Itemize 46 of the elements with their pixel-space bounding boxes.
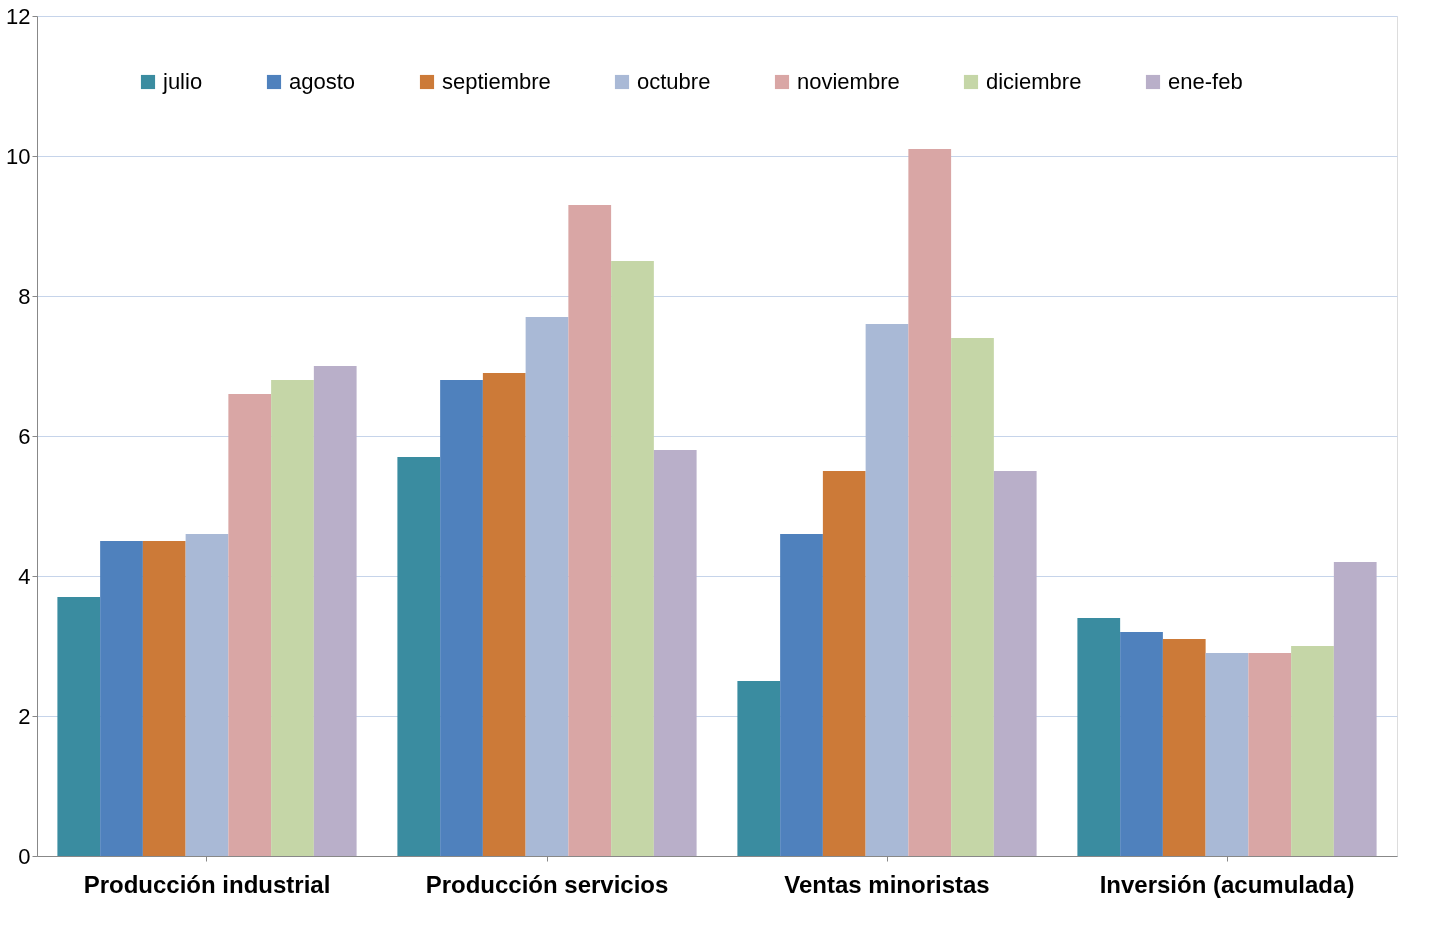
bar	[313, 366, 357, 856]
bar	[271, 380, 314, 856]
legend-label: julio	[162, 69, 203, 94]
legend-label: ene-feb	[1168, 69, 1243, 94]
y-tick-label: 12	[6, 3, 31, 29]
x-tick-label: Inversión (acumulada)	[1099, 870, 1355, 898]
bar	[185, 534, 229, 856]
bar	[865, 324, 909, 856]
y-tick-label: 4	[18, 563, 31, 589]
bar	[780, 534, 823, 856]
bar	[822, 471, 866, 856]
legend-label: noviembre	[797, 69, 900, 94]
bar	[568, 205, 612, 856]
bar	[1333, 562, 1377, 856]
bar	[1077, 618, 1121, 856]
x-tick-label: Producción industrial	[83, 870, 331, 898]
legend-label: diciembre	[986, 69, 1082, 94]
y-tick-label: 10	[6, 143, 31, 169]
bar	[653, 450, 697, 856]
bar	[1248, 653, 1292, 856]
bar	[993, 471, 1037, 856]
x-tick-label: Ventas minoristas	[784, 870, 990, 898]
y-tick-label: 6	[18, 423, 31, 449]
bar	[228, 394, 272, 856]
bar	[1291, 646, 1334, 856]
bar	[1120, 632, 1163, 856]
bar	[397, 457, 441, 856]
y-tick-label: 8	[18, 283, 31, 309]
bar	[611, 261, 654, 856]
bar	[482, 373, 526, 856]
bar	[1162, 639, 1206, 856]
y-tick-label: 0	[18, 843, 31, 869]
y-tick-label: 2	[18, 703, 31, 729]
legend-label: agosto	[289, 69, 356, 94]
bar	[525, 317, 569, 856]
bar	[440, 380, 483, 856]
legend-label: septiembre	[442, 69, 551, 94]
bar	[100, 541, 143, 856]
legend-label: octubre	[637, 69, 711, 94]
bar	[142, 541, 186, 856]
bar	[1205, 653, 1249, 856]
bar	[951, 338, 994, 856]
bar	[57, 597, 101, 856]
bar	[908, 149, 952, 856]
x-tick-label: Producción servicios	[425, 870, 669, 898]
bar	[737, 681, 781, 856]
